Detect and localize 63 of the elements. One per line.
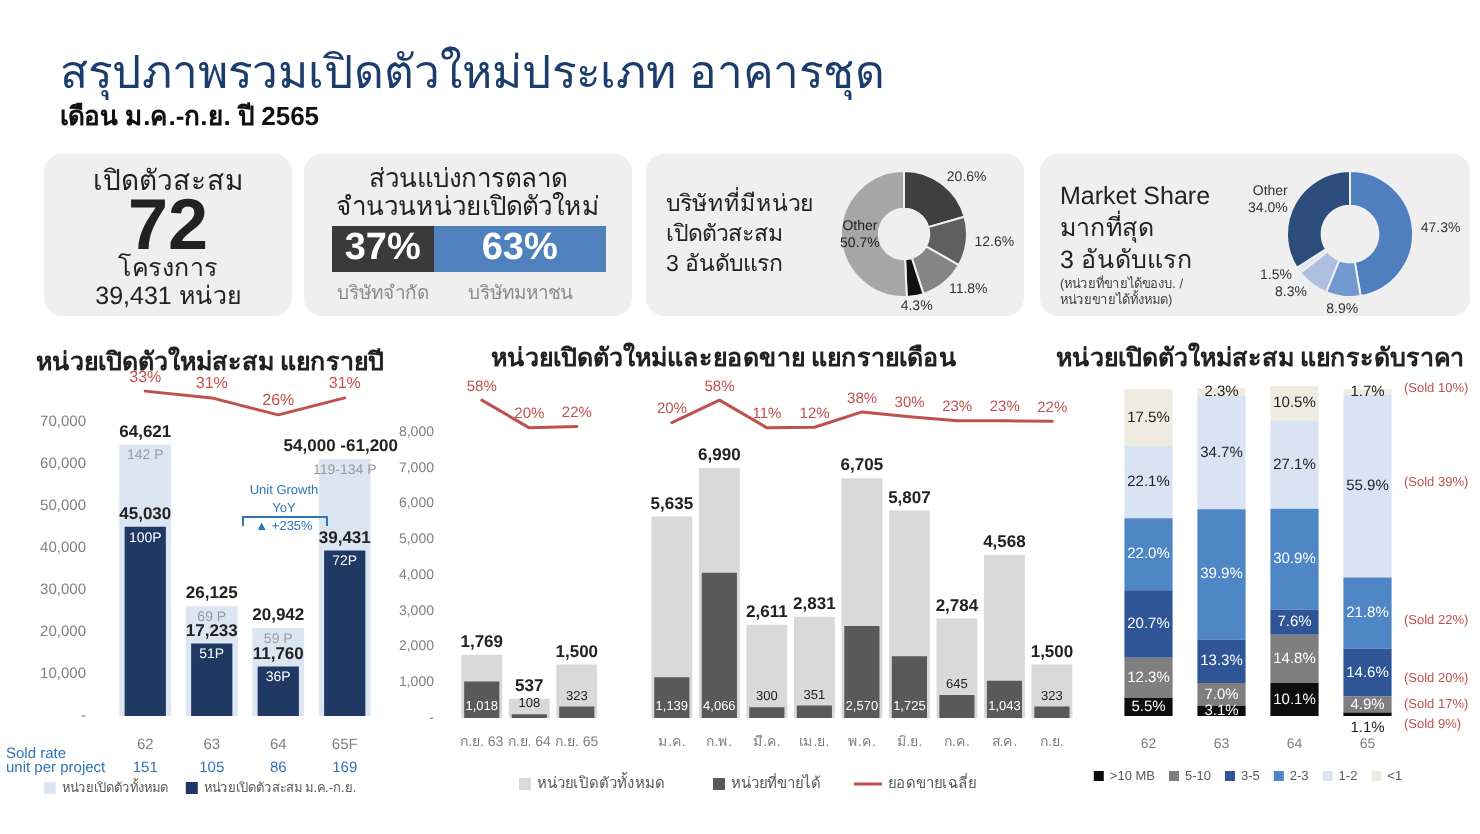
bar xyxy=(191,643,233,716)
bar xyxy=(1124,518,1173,591)
bar xyxy=(796,705,832,718)
text: บริษัทที่มีหน่วย เปิดตัวสะสม 3 อันดับแรก xyxy=(666,191,814,281)
text: สรุปภาพรวมเปิดตัวใหม่ประเภท อาคารชุด xyxy=(60,45,885,99)
annotation: 54,000 -61,200 xyxy=(283,435,399,456)
data-label: 1,769 xyxy=(460,630,504,651)
bar xyxy=(1124,590,1173,658)
data-label: 45,030 xyxy=(119,503,172,524)
data-label: 1,500 xyxy=(555,640,599,661)
bar xyxy=(1270,420,1319,509)
chart-subtitle: จำนวนหน่วยเปิดตัวใหม่ xyxy=(336,191,600,223)
data-label: 11,760 xyxy=(252,642,305,663)
chart-title: หน่วยเปิดตัวใหม่และยอดขาย แยกรายเดือน xyxy=(490,343,958,373)
data-label: 5,635 xyxy=(650,492,694,513)
data-label: 2,611 xyxy=(746,600,789,621)
bar xyxy=(1034,706,1070,718)
data-label: 37% xyxy=(344,227,421,270)
bar xyxy=(891,656,927,718)
text: เปิดตัวสะสม xyxy=(93,163,243,197)
data-label: 20,942 xyxy=(252,604,305,625)
bar xyxy=(1124,388,1173,447)
data-label: 2,831 xyxy=(793,592,837,613)
bar xyxy=(559,706,595,718)
data-label: 26% xyxy=(262,391,295,410)
text: เดือน ม.ค.-ก.ย. ปี 2565 xyxy=(60,101,320,133)
data-label: 64,621 xyxy=(119,420,172,441)
bar xyxy=(1270,508,1319,610)
bar xyxy=(1270,634,1319,683)
bar xyxy=(1343,648,1392,697)
data-label: 1,500 xyxy=(1030,640,1074,661)
bar xyxy=(324,550,366,716)
text: 39,431 หน่วย xyxy=(95,281,241,311)
bar xyxy=(1197,395,1246,510)
bar xyxy=(124,526,166,716)
data-label: 4,568 xyxy=(983,530,1027,551)
text: โครงการ xyxy=(118,253,218,283)
data-label: 63% xyxy=(481,227,558,270)
text: Market Share มากที่สุด 3 อันดับแรก xyxy=(1060,180,1211,275)
bar xyxy=(701,572,737,718)
data-label: 31% xyxy=(328,374,361,393)
chart-title: หน่วยเปิดตัวใหม่สะสม แยกระดับราคา xyxy=(1055,343,1465,373)
data-label: 6,705 xyxy=(840,454,884,475)
data-label: 6,990 xyxy=(698,444,742,465)
data-label: 17,233 xyxy=(185,619,239,640)
data-label: 2,784 xyxy=(935,594,979,615)
bar xyxy=(939,694,975,718)
bar xyxy=(844,626,880,718)
data-label: 39,431 xyxy=(318,526,372,547)
bar xyxy=(1197,509,1246,640)
bar xyxy=(1124,446,1173,519)
data-label: 31% xyxy=(195,374,228,393)
data-label: 537 xyxy=(515,674,544,695)
series-label: บริษัทมหาชน xyxy=(467,283,574,306)
bar xyxy=(1343,394,1392,578)
bar xyxy=(257,666,299,716)
data-label: 5,807 xyxy=(888,486,932,507)
chart-title: ส่วนแบ่งการตลาด xyxy=(369,163,567,194)
data-label: 33% xyxy=(129,367,162,386)
series-label: บริษัทจำกัด xyxy=(336,283,429,306)
data-label: 26,125 xyxy=(185,582,239,603)
bar xyxy=(1343,577,1392,649)
bar xyxy=(749,707,785,718)
